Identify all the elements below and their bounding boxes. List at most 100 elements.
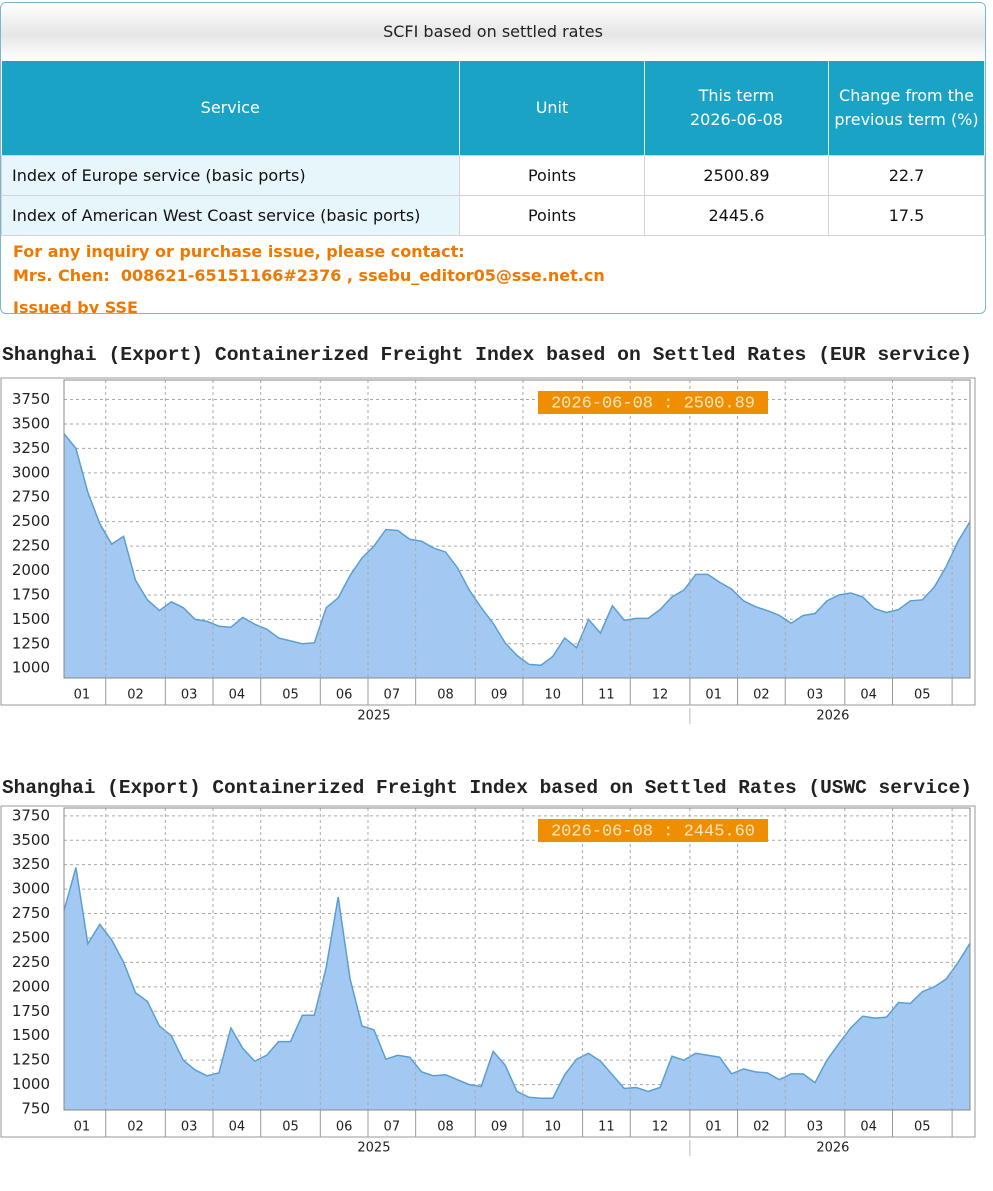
x-tick-label: 10 <box>544 1120 561 1135</box>
cell: 2500.89 <box>644 155 829 196</box>
y-tick-label: 2750 <box>12 488 50 506</box>
y-tick-label: 2000 <box>12 977 50 995</box>
area <box>64 433 970 678</box>
header-cell: Change from the previous term (%) <box>828 61 985 156</box>
x-tick-label: 04 <box>229 1120 246 1135</box>
x-tick-label: 10 <box>544 688 561 703</box>
y-tick-label: 1750 <box>12 585 50 603</box>
cell: Points <box>459 155 645 196</box>
chart-frame <box>0 805 976 1138</box>
x-tick-label: 02 <box>127 688 144 703</box>
x-tick-label: 08 <box>437 1120 454 1135</box>
x-tick-label: 01 <box>705 1120 722 1135</box>
area-line <box>63 433 971 667</box>
year-label: 2026 <box>816 1141 849 1156</box>
x-tick-label: 07 <box>384 1120 401 1135</box>
index-panel: SCFI based on settled rates Service Unit… <box>0 2 986 314</box>
x-tick-label: 12 <box>652 1120 669 1135</box>
y-tick-label: 3000 <box>12 880 50 898</box>
x-tick-label: 04 <box>860 1120 877 1135</box>
y-tick-label: 1000 <box>12 659 50 677</box>
x-tick-label: 05 <box>282 688 299 703</box>
y-tick-label: 2500 <box>12 512 50 530</box>
y-tick-label: 3000 <box>12 463 50 481</box>
y-tick-label: 2000 <box>12 561 50 579</box>
area <box>64 867 970 1110</box>
y-tick-label: 2250 <box>12 953 50 971</box>
y-tick-label: 3750 <box>12 806 50 824</box>
cell: 2445.6 <box>644 195 829 236</box>
cell: Points <box>459 195 645 236</box>
y-tick-label: 1250 <box>12 1051 50 1069</box>
x-tick-label: 04 <box>860 688 877 703</box>
y-tick-label: 2250 <box>12 537 50 555</box>
panel-title: SCFI based on settled rates <box>1 3 985 61</box>
plot-border <box>63 379 971 679</box>
header-row: Service Unit This term 2026-06-08 Change … <box>1 61 985 156</box>
y-tick-label: 3250 <box>12 855 50 873</box>
annotation-box <box>538 819 768 842</box>
x-tick-label: 06 <box>336 1120 353 1135</box>
y-tick-label: 1500 <box>12 610 50 628</box>
y-tick-label: 1500 <box>12 1026 50 1044</box>
x-tick-label: 11 <box>598 1120 615 1135</box>
x-tick-label: 02 <box>753 1120 770 1135</box>
contact-line: Issued by SSE <box>13 298 138 314</box>
x-tick-label: 12 <box>652 688 669 703</box>
row: Index of Europe service (basic ports) Po… <box>1 155 985 196</box>
annotation: 2026-06-08 : 2445.60 <box>551 822 755 841</box>
x-tick-label: 02 <box>127 1120 144 1135</box>
y-tick-label: 3750 <box>12 390 50 408</box>
annotation-box <box>538 391 768 414</box>
x-tick-label: 09 <box>491 1120 508 1135</box>
x-tick-label: 11 <box>598 688 615 703</box>
area-line <box>63 867 971 1100</box>
cell: 17.5 <box>828 195 985 236</box>
x-tick-label: 06 <box>336 688 353 703</box>
y-tick-label: 750 <box>21 1100 50 1118</box>
x-tick-label: 03 <box>181 1120 198 1135</box>
chart-title: Shanghai (Export) Containerized Freight … <box>2 777 972 799</box>
x-tick-label: 03 <box>181 688 198 703</box>
x-tick-label: 04 <box>229 688 246 703</box>
y-tick-label: 1000 <box>12 1075 50 1093</box>
cell: Index of American West Coast service (ba… <box>1 195 460 236</box>
contact-line: For any inquiry or purchase issue, pleas… <box>13 242 465 261</box>
chart-title: Shanghai (Export) Containerized Freight … <box>2 344 972 366</box>
header-line: 2026-06-08 <box>690 110 783 129</box>
x-tick-label: 09 <box>491 688 508 703</box>
year-label: 2025 <box>357 1141 390 1156</box>
y-tick-label: 2500 <box>12 928 50 946</box>
x-tick-label: 08 <box>437 688 454 703</box>
header-line: This term <box>698 86 775 105</box>
x-tick-label: 03 <box>807 1120 824 1135</box>
y-tick-label: 2750 <box>12 904 50 922</box>
x-tick-label: 01 <box>74 1120 91 1135</box>
cell: Index of Europe service (basic ports) <box>1 155 460 196</box>
x-tick-label: 05 <box>914 1120 931 1135</box>
x-tick-label: 05 <box>914 688 931 703</box>
y-tick-label: 1750 <box>12 1002 50 1020</box>
year-label: 2025 <box>357 709 390 724</box>
index-table: Service Unit This term 2026-06-08 Change … <box>1 61 985 236</box>
x-tick-label: 01 <box>74 688 91 703</box>
x-tick-label: 05 <box>282 1120 299 1135</box>
chart-frame <box>0 377 976 706</box>
row: Index of American West Coast service (ba… <box>1 195 985 236</box>
header-cell: Service <box>1 61 460 156</box>
contact: For any inquiry or purchase issue, pleas… <box>1 236 985 314</box>
cell: 22.7 <box>828 155 985 196</box>
x-tick-label: 07 <box>384 688 401 703</box>
y-tick-label: 1250 <box>12 634 50 652</box>
x-tick-label: 03 <box>807 688 824 703</box>
year-label: 2026 <box>816 709 849 724</box>
header-cell: Unit <box>459 61 645 156</box>
x-tick-label: 01 <box>705 688 722 703</box>
y-tick-label: 3250 <box>12 439 50 457</box>
annotation: 2026-06-08 : 2500.89 <box>551 394 755 413</box>
contact-line: Mrs. Chen: 008621-65151166#2376 , ssebu_… <box>13 266 605 285</box>
x-tick-label: 02 <box>753 688 770 703</box>
plot-border <box>63 807 971 1111</box>
